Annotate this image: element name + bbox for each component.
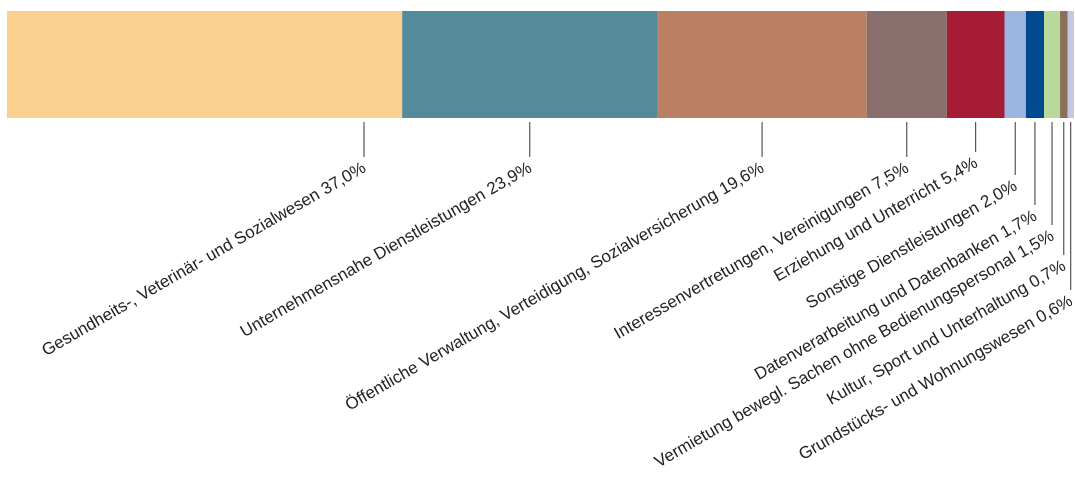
bar-segment xyxy=(7,11,403,118)
value-label: 23,9% xyxy=(484,158,535,199)
value-label: 19,6% xyxy=(716,158,767,199)
value-label: 0,7% xyxy=(1026,256,1069,292)
value-label: 0,6% xyxy=(1033,291,1075,327)
bar-segment xyxy=(866,11,947,118)
bar-segment xyxy=(1060,11,1068,118)
bar-segment xyxy=(1025,11,1045,118)
bar-segment xyxy=(657,11,867,118)
value-label: 7,5% xyxy=(869,158,912,194)
bar-segment xyxy=(1044,11,1061,118)
value-label: 37,0% xyxy=(318,158,369,199)
bar-segment xyxy=(402,11,658,118)
bar-segment xyxy=(946,11,1005,118)
value-label: 2,0% xyxy=(977,176,1020,212)
segment-label: Gesundheits-, Veterinär- und Sozialwesen… xyxy=(38,158,369,360)
value-label: 5,4% xyxy=(938,153,981,189)
bar-segment xyxy=(1004,11,1026,118)
bar-segment xyxy=(1067,11,1074,118)
category-name: Gesundheits-, Veterinär- und Sozialwesen xyxy=(38,185,322,360)
